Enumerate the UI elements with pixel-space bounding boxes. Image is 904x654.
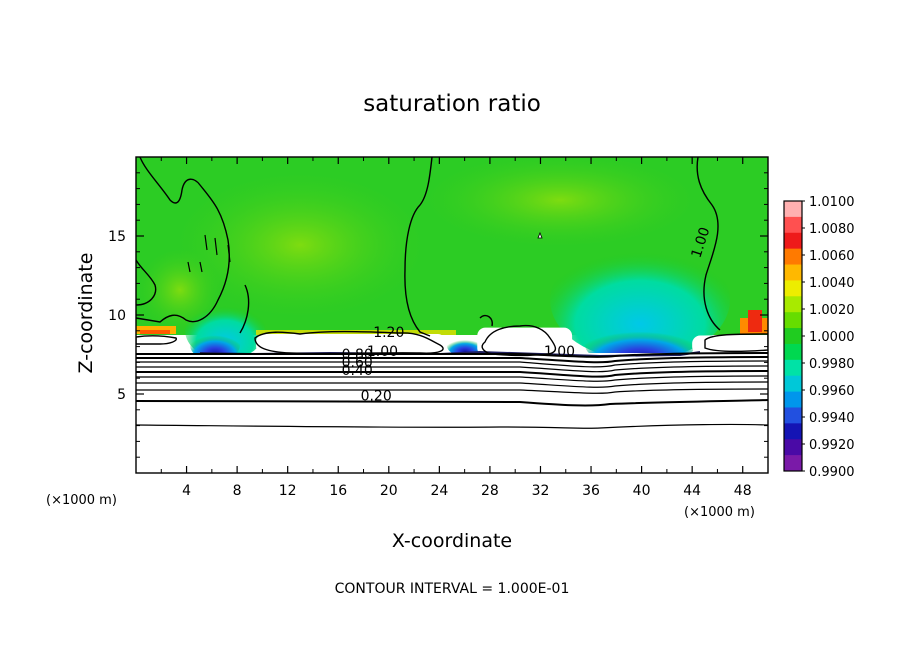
x-unit-label-left: (×1000 m) <box>46 493 117 508</box>
contour-line <box>136 365 768 373</box>
contour-label: 1.20 <box>373 325 404 341</box>
x-tick-label: 20 <box>380 483 398 499</box>
colorbar-label: 0.9920 <box>809 438 855 453</box>
colorbar-swatch <box>784 264 802 281</box>
plot-area: 0.200.400.600.801.001.201.001.00 <box>136 157 768 473</box>
x-tick-label: 16 <box>329 483 347 499</box>
x-tick-label: 24 <box>430 483 448 499</box>
contour-label: 0.20 <box>361 388 392 404</box>
x-axis-label: X-coordinate <box>392 530 512 552</box>
x-tick-label: 28 <box>481 483 499 499</box>
colorbar-label: 1.0060 <box>809 249 855 264</box>
contour-label: 0.60 <box>342 355 373 371</box>
contour-line-1.00 <box>696 157 721 331</box>
y-axis-label: Z-coordinate <box>75 253 97 374</box>
colorbar-label: 1.0020 <box>809 303 855 318</box>
contour-line <box>136 375 768 382</box>
colorbar-swatch <box>784 312 802 329</box>
cloud-outline <box>704 333 768 353</box>
contour-lines <box>136 157 768 429</box>
x-unit-label-right: (×1000 m) <box>684 505 755 520</box>
colorbar-swatch <box>784 328 802 345</box>
cloud-outlines <box>136 324 768 357</box>
colorbar-swatch <box>784 216 802 234</box>
x-tick-label: 36 <box>582 483 600 499</box>
warm-band-left-red <box>140 330 170 334</box>
cloud-outline <box>136 335 177 345</box>
contour-line <box>136 423 768 429</box>
y-tick-label: 5 <box>117 387 126 403</box>
contour-line <box>136 381 768 388</box>
cloud-region <box>256 333 446 355</box>
contour-line-1.00 <box>479 314 494 327</box>
colorbar-swatch <box>784 232 802 250</box>
colorbar-label: 0.9960 <box>809 384 855 399</box>
contour-label: 1.00 <box>544 344 575 360</box>
colorbar-swatch <box>784 439 802 456</box>
y-tick-label: 15 <box>108 229 126 245</box>
colorbar-swatch <box>784 201 802 218</box>
colorbar-swatch <box>784 248 802 266</box>
y-tick-label: 10 <box>108 308 126 324</box>
x-tick-label: 40 <box>633 483 651 499</box>
colorbar-label: 1.0000 <box>809 330 855 345</box>
cloud-outline <box>254 330 444 355</box>
contour-interval-footer: CONTOUR INTERVAL = 1.000E-01 <box>335 581 570 597</box>
contour-label: 0.40 <box>342 363 373 379</box>
warm-band-right-red <box>748 310 762 332</box>
x-tick-label: 32 <box>532 483 550 499</box>
contour-line-bold <box>136 356 768 364</box>
contour-line <box>136 388 768 394</box>
colorbar-swatch <box>784 391 802 408</box>
colorbar-swatch <box>784 423 802 440</box>
saturation-field-cyan-patch <box>550 240 730 360</box>
x-tick-label: 12 <box>279 483 297 499</box>
chart-title: saturation ratio <box>363 91 541 117</box>
contour-label: 0.80 <box>342 347 373 363</box>
colorbar-label: 0.9940 <box>809 411 855 426</box>
contour-line-1.00 <box>239 284 250 334</box>
contour-line-1.00 <box>404 157 433 337</box>
x-tick-label: 8 <box>233 483 242 499</box>
colorbar-swatch <box>784 407 802 424</box>
colorbar-label: 1.0080 <box>809 222 855 237</box>
colorbar: 1.0100 1.0080 1.0060 1.0040 1.0020 1.0000 0.99… <box>783 195 855 480</box>
colorbar-swatch <box>784 455 802 472</box>
contour-label: 1.00 <box>367 344 398 360</box>
saturation-field-lime-patch <box>180 175 420 315</box>
colorbar-label: 0.9980 <box>809 357 855 372</box>
colorbar-swatch <box>784 343 802 361</box>
contour-line-bold <box>136 399 768 407</box>
cloud-edge-marker <box>537 231 543 239</box>
contour-line-1.00 <box>136 157 230 323</box>
saturation-field-blue-patch <box>447 336 483 356</box>
colorbar-swatch <box>784 296 802 313</box>
x-axis: 4 8 12 16 20 24 28 32 36 40 44 48 <box>160 157 752 499</box>
y-axis: 5 10 15 <box>108 172 768 458</box>
x-tick-label: 44 <box>683 483 701 499</box>
contour-line-bold <box>136 370 768 378</box>
colorbar-label: 1.0040 <box>809 276 855 291</box>
title-group: saturation ratio <box>363 91 541 117</box>
colorbar-swatch <box>784 359 802 377</box>
contour-line-1.00 <box>136 259 157 306</box>
contour-line-1.00 <box>187 234 231 273</box>
x-tick-label: 4 <box>182 483 191 499</box>
colorbar-label: 1.0100 <box>809 195 855 210</box>
colorbar-label: 0.9900 <box>809 465 855 480</box>
colorbar-swatch <box>784 375 802 393</box>
cloud-outline <box>481 324 557 357</box>
saturation-field-lime-patch <box>430 157 690 245</box>
colorbar-swatch <box>784 280 802 297</box>
contour-line <box>136 360 768 368</box>
x-tick-label: 48 <box>734 483 752 499</box>
